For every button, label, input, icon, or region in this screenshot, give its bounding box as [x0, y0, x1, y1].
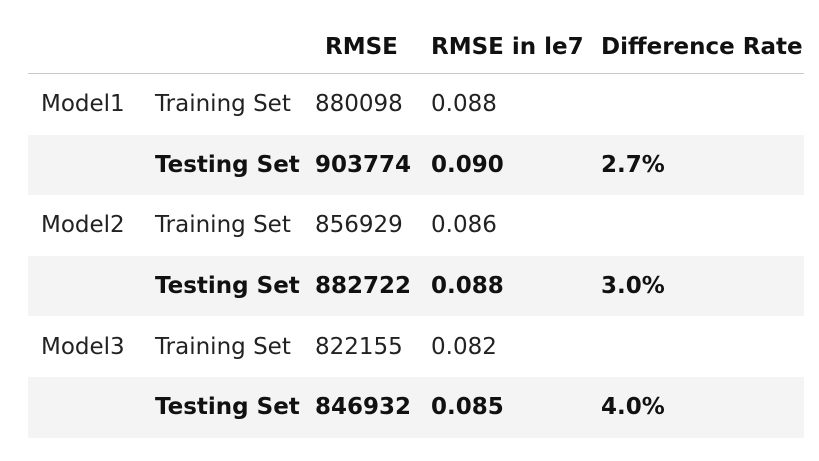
rmse-le7-cell: 0.090	[431, 151, 504, 178]
set-cell: Training Set	[155, 91, 291, 118]
table-row: Model1 Training Set 880098 0.088	[28, 74, 804, 135]
rmse-cell: 903774	[315, 151, 412, 178]
difference-rate-cell: 2.7%	[601, 151, 665, 178]
rmse-cell: 822155	[315, 333, 403, 360]
rmse-cell: 846932	[315, 394, 412, 421]
model-cell: Model2	[41, 212, 125, 239]
set-cell: Testing Set	[155, 273, 300, 300]
set-cell: Testing Set	[155, 151, 300, 178]
rmse-le7-cell: 0.088	[431, 91, 497, 118]
table-row: Testing Set 846932 0.085 4.0%	[28, 376, 804, 438]
set-cell: Testing Set	[155, 394, 300, 421]
rmse-cell: 856929	[315, 212, 403, 239]
header-rmse-le7: RMSE in le7	[431, 33, 584, 60]
results-table: RMSE RMSE in le7 Difference Rate Model1 …	[28, 16, 804, 438]
rmse-le7-cell: 0.085	[431, 394, 504, 421]
rmse-le7-cell: 0.086	[431, 212, 497, 239]
rmse-le7-cell: 0.082	[431, 333, 497, 360]
table-header-row: RMSE RMSE in le7 Difference Rate	[28, 16, 804, 74]
set-cell: Training Set	[155, 212, 291, 239]
header-rmse: RMSE	[325, 33, 398, 60]
set-cell: Training Set	[155, 333, 291, 360]
difference-rate-cell: 4.0%	[601, 394, 665, 421]
rmse-cell: 880098	[315, 91, 403, 118]
table-row: Testing Set 882722 0.088 3.0%	[28, 255, 804, 317]
rmse-cell: 882722	[315, 273, 412, 300]
model-cell: Model1	[41, 91, 125, 118]
difference-rate-cell: 3.0%	[601, 273, 665, 300]
table-row: Model2 Training Set 856929 0.086	[28, 195, 804, 256]
header-difference-rate: Difference Rate	[601, 33, 803, 60]
table-row: Testing Set 903774 0.090 2.7%	[28, 134, 804, 196]
model-cell: Model3	[41, 333, 125, 360]
rmse-le7-cell: 0.088	[431, 273, 504, 300]
table-row: Model3 Training Set 822155 0.082	[28, 316, 804, 377]
